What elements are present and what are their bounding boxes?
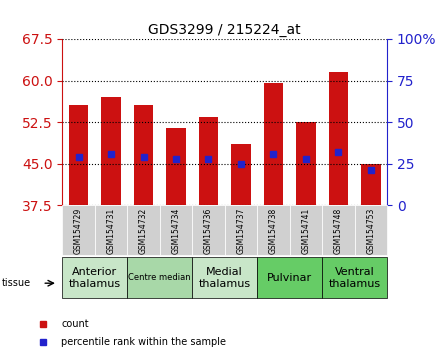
Text: Ventral
thalamus: Ventral thalamus: [328, 267, 381, 289]
Text: Centre median: Centre median: [129, 273, 191, 282]
Text: count: count: [61, 319, 89, 329]
Bar: [257, 205, 290, 255]
Text: tissue: tissue: [2, 278, 31, 288]
Bar: [322, 257, 387, 298]
Text: GSM154741: GSM154741: [301, 208, 311, 254]
Text: GSM154738: GSM154738: [269, 208, 278, 254]
Bar: [361, 164, 380, 205]
Bar: [322, 205, 355, 255]
Text: GSM154753: GSM154753: [366, 208, 376, 254]
Bar: [127, 257, 192, 298]
Bar: [290, 205, 322, 255]
Bar: [264, 83, 283, 205]
Bar: [95, 205, 127, 255]
Bar: [192, 257, 257, 298]
Bar: [62, 257, 127, 298]
Text: GSM154748: GSM154748: [334, 208, 343, 254]
Bar: [257, 257, 322, 298]
Text: GSM154732: GSM154732: [139, 208, 148, 254]
Text: percentile rank within the sample: percentile rank within the sample: [61, 337, 226, 347]
Bar: [192, 205, 225, 255]
Bar: [231, 144, 251, 205]
Text: GSM154731: GSM154731: [106, 208, 116, 254]
Title: GDS3299 / 215224_at: GDS3299 / 215224_at: [149, 23, 301, 36]
Text: GSM154729: GSM154729: [74, 208, 83, 254]
Bar: [329, 72, 348, 205]
Text: GSM154737: GSM154737: [236, 208, 246, 254]
Text: Anterior
thalamus: Anterior thalamus: [69, 267, 121, 289]
Bar: [166, 128, 186, 205]
Bar: [134, 105, 153, 205]
Bar: [69, 105, 88, 205]
Bar: [355, 205, 387, 255]
Bar: [160, 205, 192, 255]
Bar: [225, 205, 257, 255]
Bar: [101, 97, 121, 205]
Text: Medial
thalamus: Medial thalamus: [198, 267, 251, 289]
Bar: [199, 116, 218, 205]
Bar: [296, 122, 316, 205]
Text: GSM154736: GSM154736: [204, 208, 213, 254]
Bar: [62, 205, 95, 255]
Text: Pulvinar: Pulvinar: [267, 273, 312, 283]
Bar: [127, 205, 160, 255]
Text: GSM154734: GSM154734: [171, 208, 181, 254]
